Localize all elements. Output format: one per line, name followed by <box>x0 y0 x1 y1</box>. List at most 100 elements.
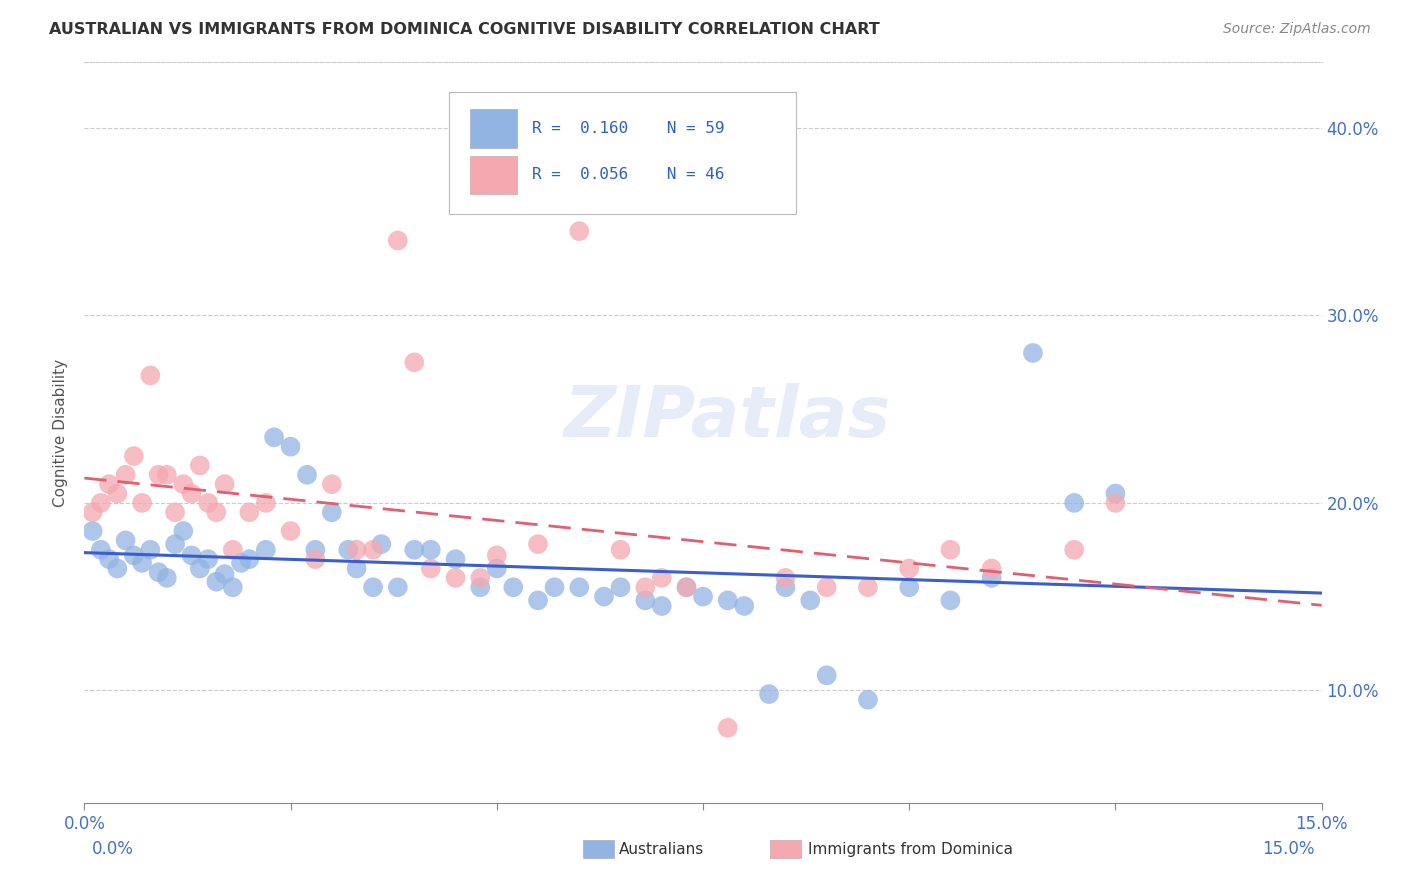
Point <box>105 486 128 500</box>
Point <box>527 537 550 551</box>
Point <box>1063 496 1085 510</box>
Point <box>321 505 343 519</box>
Point <box>939 593 962 607</box>
Point <box>593 590 616 604</box>
Point <box>188 561 211 575</box>
Point <box>815 668 838 682</box>
Point <box>568 224 591 238</box>
Point <box>139 542 162 557</box>
Point <box>156 467 179 482</box>
Point <box>254 542 277 557</box>
Point <box>609 542 631 557</box>
Point <box>543 580 565 594</box>
Point <box>404 355 426 369</box>
Point <box>229 556 252 570</box>
Point <box>815 580 838 594</box>
Point <box>361 542 384 557</box>
Point <box>222 542 245 557</box>
Point <box>470 571 492 585</box>
Point <box>370 537 392 551</box>
Point <box>172 477 194 491</box>
Point <box>717 721 740 735</box>
Text: 15.0%: 15.0% <box>1263 840 1315 858</box>
Text: 0.0%: 0.0% <box>91 840 134 858</box>
Point <box>675 580 697 594</box>
Point <box>304 542 326 557</box>
Point <box>470 580 492 594</box>
Point <box>675 580 697 594</box>
Point <box>898 561 921 575</box>
Point <box>304 552 326 566</box>
Point <box>180 549 202 563</box>
Point <box>856 692 879 706</box>
Point <box>634 593 657 607</box>
Point <box>692 590 714 604</box>
Text: Australians: Australians <box>619 842 704 856</box>
Point <box>419 561 441 575</box>
Point <box>775 571 797 585</box>
Point <box>502 580 524 594</box>
Point <box>90 496 112 510</box>
Point <box>404 542 426 557</box>
Point <box>214 567 236 582</box>
Text: R =  0.160    N = 59: R = 0.160 N = 59 <box>533 120 724 136</box>
Point <box>280 524 302 538</box>
Point <box>527 593 550 607</box>
Point <box>1104 496 1126 510</box>
Point <box>148 467 170 482</box>
Point <box>346 542 368 557</box>
Y-axis label: Cognitive Disability: Cognitive Disability <box>53 359 69 507</box>
Point <box>205 574 228 589</box>
Text: Source: ZipAtlas.com: Source: ZipAtlas.com <box>1223 22 1371 37</box>
Point <box>90 542 112 557</box>
Point <box>733 599 755 613</box>
Bar <box>770 840 801 858</box>
Point <box>387 234 409 248</box>
Point <box>758 687 780 701</box>
Point <box>321 477 343 491</box>
Point <box>856 580 879 594</box>
Point <box>337 542 360 557</box>
Point <box>651 599 673 613</box>
Point <box>1104 486 1126 500</box>
Point <box>131 556 153 570</box>
Point <box>485 561 508 575</box>
Point <box>165 505 187 519</box>
Point <box>222 580 245 594</box>
Point <box>82 524 104 538</box>
Point <box>898 580 921 594</box>
Point <box>131 496 153 510</box>
Point <box>238 505 260 519</box>
Point <box>254 496 277 510</box>
Point <box>238 552 260 566</box>
Point <box>568 580 591 594</box>
FancyBboxPatch shape <box>471 109 517 147</box>
Point <box>188 458 211 473</box>
FancyBboxPatch shape <box>471 156 517 194</box>
Point <box>634 580 657 594</box>
Point <box>651 571 673 585</box>
Point <box>939 542 962 557</box>
Point <box>775 580 797 594</box>
Point <box>165 537 187 551</box>
Point <box>82 505 104 519</box>
Point <box>156 571 179 585</box>
Point <box>1063 542 1085 557</box>
Point <box>148 566 170 580</box>
Point <box>346 561 368 575</box>
Point <box>444 571 467 585</box>
Point <box>98 552 121 566</box>
Point <box>214 477 236 491</box>
Point <box>122 449 145 463</box>
Point <box>114 533 136 548</box>
Text: R =  0.056    N = 46: R = 0.056 N = 46 <box>533 168 724 183</box>
Point <box>114 467 136 482</box>
Point <box>197 496 219 510</box>
Point <box>205 505 228 519</box>
Point <box>295 467 318 482</box>
Point <box>419 542 441 557</box>
Point <box>263 430 285 444</box>
Point <box>280 440 302 454</box>
Point <box>98 477 121 491</box>
Point <box>172 524 194 538</box>
